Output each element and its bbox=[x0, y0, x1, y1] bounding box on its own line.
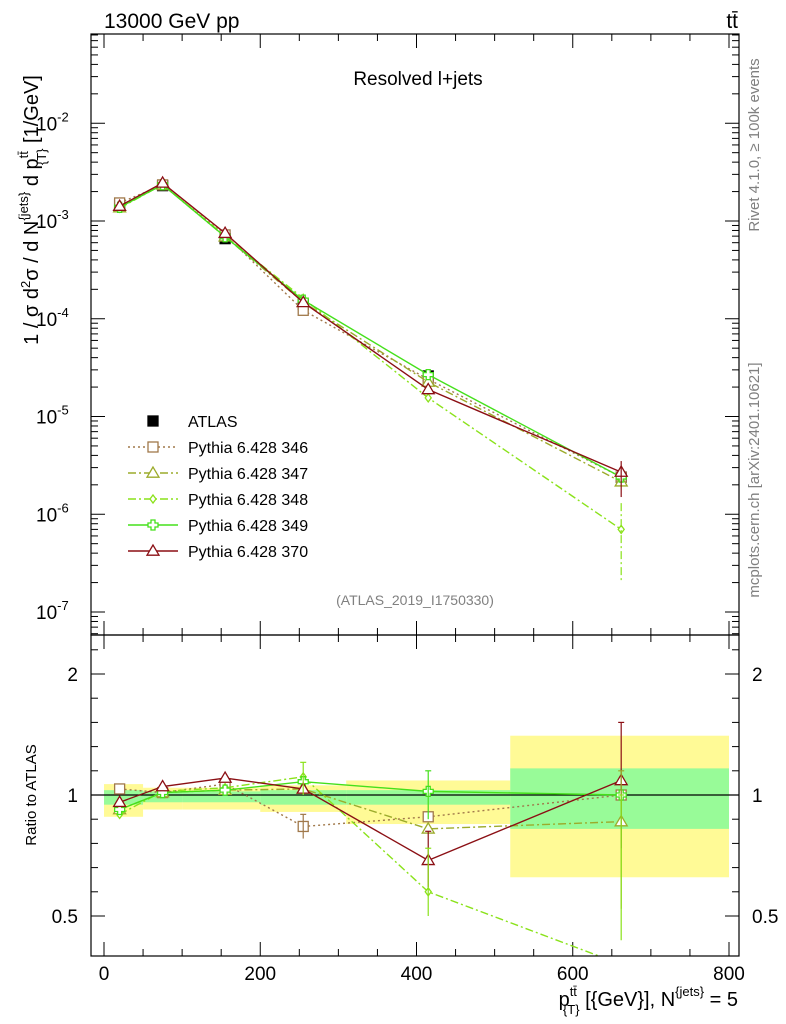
header-right: tt̄ bbox=[726, 10, 738, 33]
ratio-ytick-label-right: 2 bbox=[752, 665, 763, 686]
main-ticks bbox=[91, 34, 739, 635]
main-line-346 bbox=[119, 184, 622, 478]
plot-title: Resolved l+jets bbox=[353, 69, 482, 90]
legend-marker-346 bbox=[147, 441, 159, 453]
main-ytick-label: 10-4 bbox=[36, 305, 69, 331]
legend-marker-349 bbox=[147, 519, 159, 531]
analysis-watermark: (ATLAS_2019_I1750330) bbox=[336, 592, 494, 608]
main-line-347 bbox=[119, 183, 622, 483]
ratio-line-348 bbox=[119, 776, 601, 956]
legend-marker-347 bbox=[145, 465, 161, 478]
ratio-series bbox=[112, 721, 629, 956]
ratio-xtick-label: 800 bbox=[713, 964, 745, 985]
legend-label-370: Pythia 6.428 370 bbox=[188, 544, 308, 561]
legend-label-346: Pythia 6.428 346 bbox=[188, 440, 308, 457]
ratio-point-370 bbox=[217, 770, 233, 783]
mcplots-label: mcplots.cern.ch [arXiv:2401.10621] bbox=[746, 362, 763, 597]
ratio-ytick-label: 2 bbox=[67, 665, 78, 686]
ratio-line-346 bbox=[119, 783, 622, 828]
ratio-frame bbox=[90, 634, 740, 957]
ratio-ytick-label-right: 0.5 bbox=[752, 907, 778, 928]
ratio-line-370 bbox=[119, 777, 622, 862]
legend-marker-atlas bbox=[147, 415, 159, 427]
ratio-point-370 bbox=[155, 779, 170, 792]
ratio-band-inner bbox=[104, 790, 144, 805]
main-point-370 bbox=[217, 225, 233, 239]
ratio-ticks bbox=[91, 635, 739, 956]
ratio-xtick-label: 0 bbox=[99, 964, 110, 985]
legend-label-347: Pythia 6.428 347 bbox=[188, 466, 308, 483]
main-point-370 bbox=[112, 198, 127, 211]
legend-label-ATLAS: ATLAS bbox=[188, 414, 238, 431]
main-ytick-label: 10-5 bbox=[36, 403, 69, 429]
ratio-band-inner bbox=[182, 791, 261, 803]
legend-marker-370 bbox=[145, 543, 161, 556]
main-panel: Resolved l+jets (ATLAS_2019_I1750330) 10… bbox=[36, 33, 740, 636]
legend-label-349: Pythia 6.428 349 bbox=[188, 518, 308, 535]
main-point-348 bbox=[424, 392, 433, 403]
legend-label-348: Pythia 6.428 348 bbox=[188, 492, 308, 509]
ratio-ytick-label: 1 bbox=[67, 786, 78, 807]
rivet-label: Rivet 4.1.0, ≥ 100k events bbox=[746, 58, 763, 231]
ratio-point-346 bbox=[113, 783, 126, 795]
ratio-ytick-label-right: 1 bbox=[752, 786, 763, 807]
main-line-370 bbox=[119, 182, 622, 473]
legend-marker-348 bbox=[149, 493, 157, 505]
ratio-ytick-label: 0.5 bbox=[52, 907, 78, 928]
ratio-point-370 bbox=[112, 794, 127, 808]
legend: ATLAS Pythia 6.428 346 Pythia 6.428 347 Pyt… bbox=[128, 414, 308, 561]
main-point-370 bbox=[421, 382, 436, 395]
main-ytick-label: 10-6 bbox=[36, 500, 69, 526]
ratio-ylabel: Ratio to ATLAS bbox=[23, 744, 40, 845]
main-point-370 bbox=[155, 175, 170, 188]
x-axis-label: ptt̄ {T} [{GeV}], N{jets} = 5 bbox=[559, 984, 738, 1017]
main-line-349 bbox=[119, 183, 622, 478]
ratio-line-349 bbox=[119, 780, 622, 811]
ratio-point-349 bbox=[219, 784, 231, 796]
ratio-ytick-labels: 0.5 0.5 1 1 2 2 bbox=[52, 665, 779, 928]
main-ytick-label: 10-7 bbox=[36, 598, 69, 624]
ratio-xtick-label: 600 bbox=[557, 964, 589, 985]
ratio-xtick-labels: 0 200 400 600 800 bbox=[99, 964, 745, 985]
main-point-349 bbox=[422, 369, 434, 381]
ratio-series-clipped bbox=[112, 721, 629, 956]
header-left: 13000 GeV pp bbox=[104, 10, 239, 33]
main-series bbox=[112, 175, 629, 583]
ratio-xtick-label: 400 bbox=[401, 964, 433, 985]
ratio-point-349 bbox=[113, 803, 126, 816]
main-point-348 bbox=[617, 524, 625, 535]
main-point-370 bbox=[296, 295, 311, 308]
ratio-xtick-label: 200 bbox=[244, 964, 276, 985]
ratio-panel: 0.5 0.5 1 1 2 2 0 200 400 600 800 bbox=[52, 634, 779, 985]
ratio-bands bbox=[91, 735, 739, 878]
